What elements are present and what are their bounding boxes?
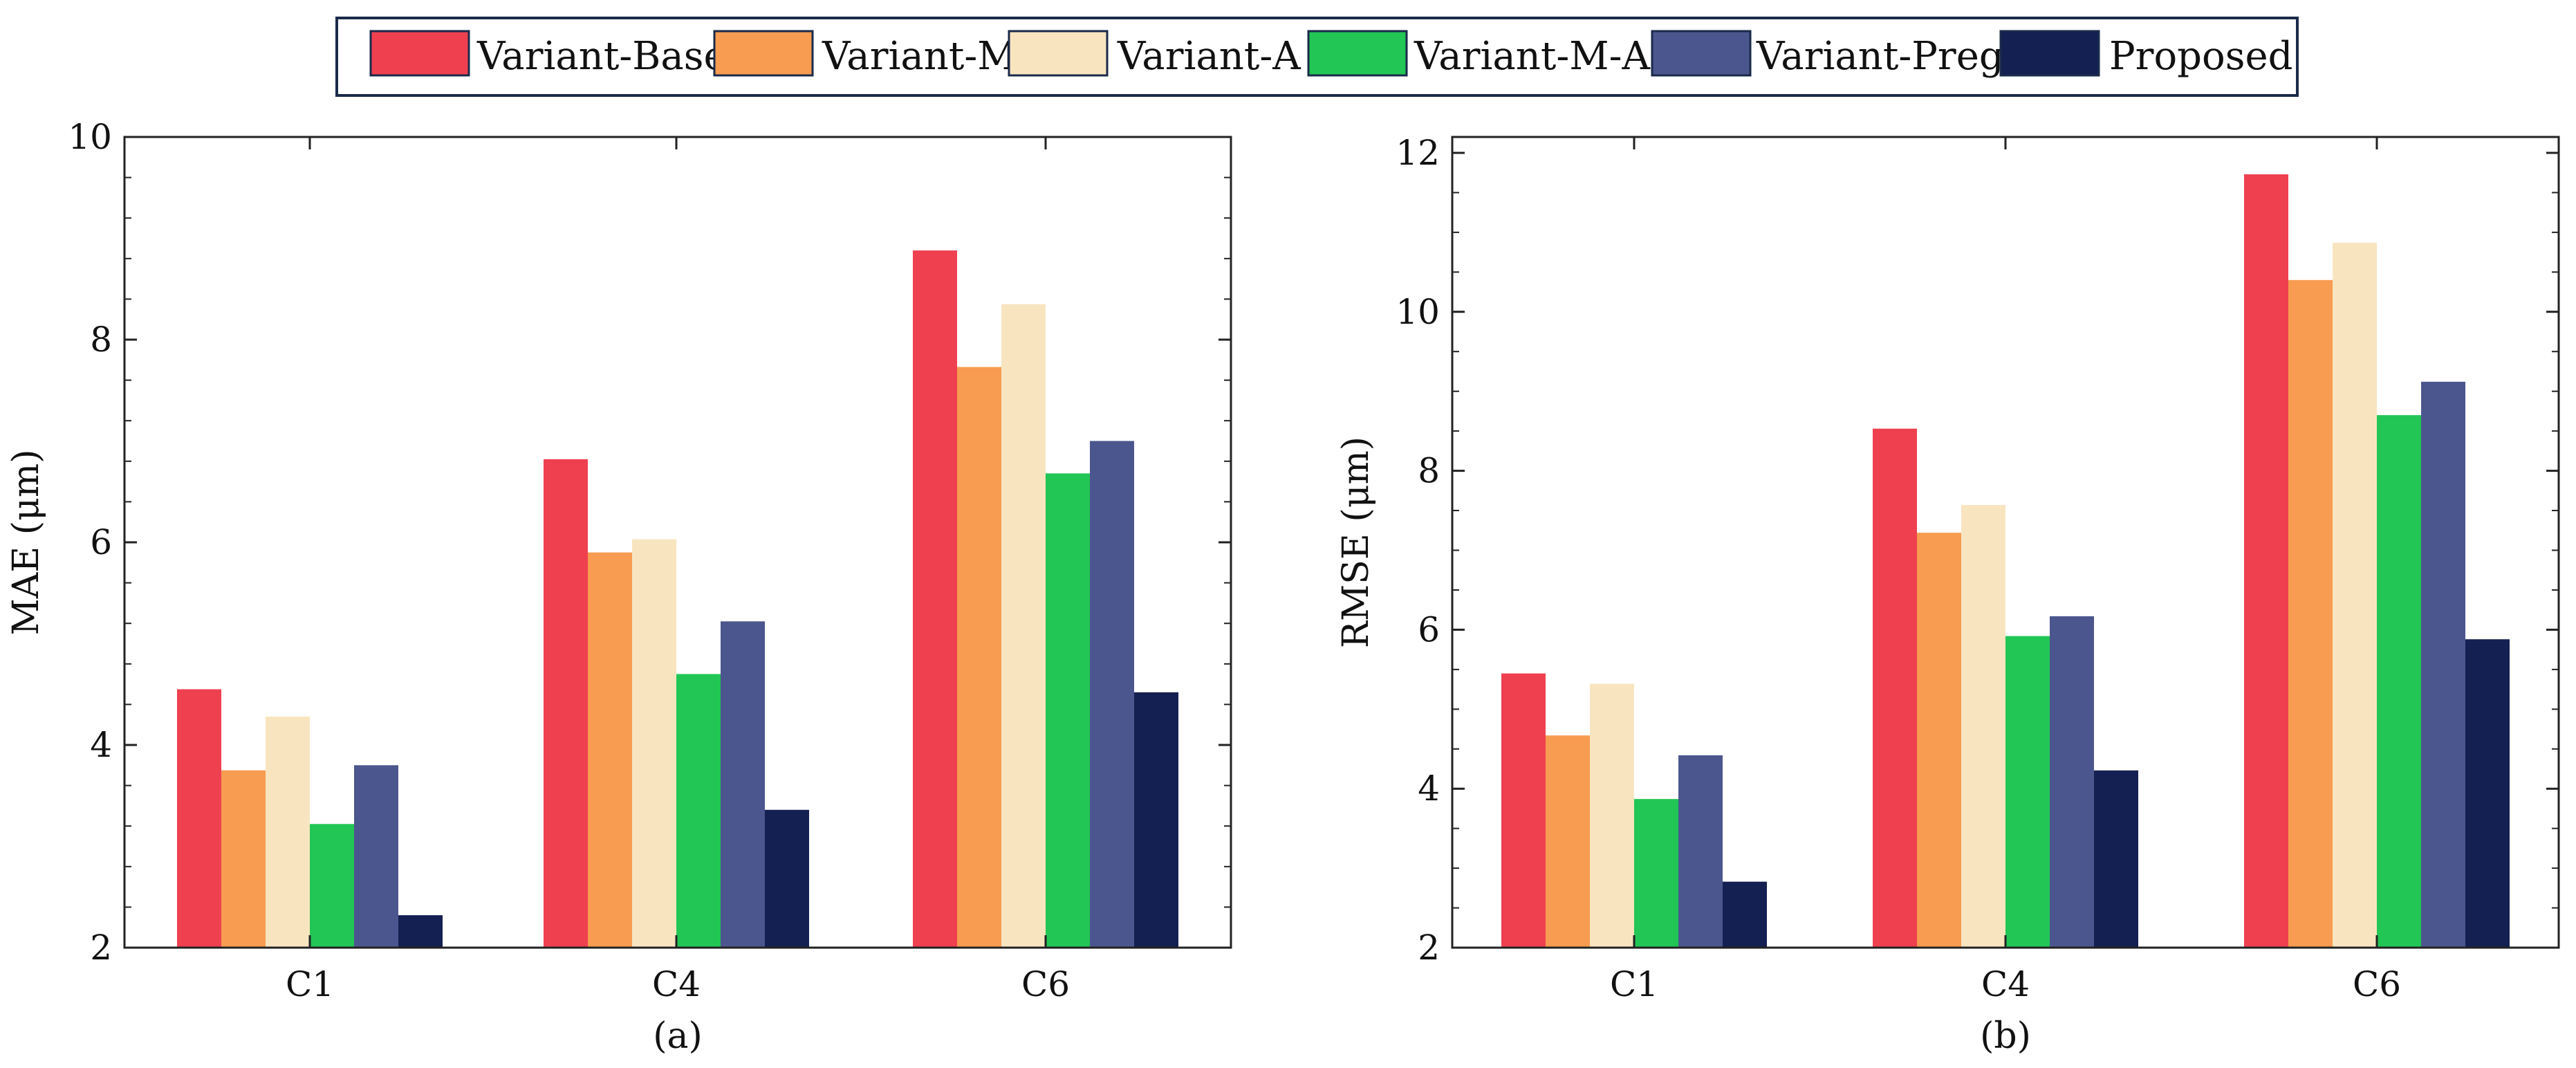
bar-b-c1-variant-m-a (1634, 799, 1678, 948)
bar-b-c4-variant-preg (2050, 616, 2094, 948)
y-axis-label-a: MAE (μm) (6, 450, 47, 636)
bar-a-c6-variant-preg (1090, 441, 1134, 948)
bar-a-c1-variant-m-a (310, 824, 354, 948)
y-tick-label-a: 2 (90, 928, 112, 968)
legend-swatch-variant-m-a (1307, 30, 1408, 77)
x-tick-label-a-c6: C6 (1021, 964, 1070, 1004)
bar-a-c4-variant-preg (721, 621, 765, 948)
bar-b-c1-variant-base (1501, 673, 1546, 948)
bar-a-c1-variant-a (266, 716, 310, 948)
bar-b-c6-proposed (2465, 639, 2510, 948)
x-tick-label-b-c6: C6 (2353, 964, 2401, 1004)
legend-swatch-variant-base (369, 30, 470, 77)
y-tick-label-a: 4 (90, 725, 112, 765)
bar-a-c4-proposed (765, 809, 809, 948)
bar-a-c1-variant-base (177, 689, 221, 948)
legend-swatch-variant-a (1008, 30, 1109, 77)
bar-a-c4-variant-m-a (676, 674, 721, 948)
y-tick-label-b: 10 (1396, 292, 1440, 332)
x-tick-label-a-c1: C1 (286, 964, 334, 1004)
y-tick-label-a: 10 (68, 117, 112, 157)
bar-b-c6-variant-m (2288, 279, 2333, 948)
y-tick-label-b: 2 (1418, 928, 1440, 968)
bar-b-c6-variant-base (2244, 174, 2288, 948)
bar-b-c1-variant-m (1546, 735, 1590, 948)
y-tick-label-a: 6 (90, 522, 112, 562)
legend-swatch-variant-m (713, 30, 814, 77)
bar-b-c6-variant-a (2333, 242, 2377, 948)
bar-a-c1-proposed (398, 915, 443, 948)
legend-swatch-proposed (1999, 30, 2100, 77)
bar-a-c4-variant-m (588, 552, 632, 948)
bar-b-c6-variant-m-a (2377, 415, 2421, 948)
legend-label-variant-base: Variant-Base (476, 34, 727, 79)
bar-a-c1-variant-m (221, 770, 266, 948)
y-axis-label-b: RMSE (μm) (1335, 436, 1377, 648)
bar-a-c6-proposed (1134, 692, 1178, 948)
bar-b-c4-variant-base (1873, 428, 1917, 948)
panel-caption-a: (a) (653, 1015, 703, 1057)
y-tick-label-b: 12 (1396, 133, 1440, 173)
y-tick-label-b: 6 (1418, 609, 1440, 650)
bar-b-c4-variant-m-a (2005, 636, 2050, 948)
bar-a-c1-variant-preg (354, 765, 398, 948)
legend-label-variant-m: Variant-M (822, 34, 1017, 79)
bar-b-c1-variant-a (1590, 683, 1634, 948)
bar-a-c6-variant-m-a (1046, 473, 1090, 948)
bar-b-c4-variant-m (1917, 533, 1961, 948)
legend-label-variant-a: Variant-A (1117, 34, 1301, 79)
bar-a-c6-variant-a (1001, 304, 1046, 948)
chart-panel-b: 2 4 6 8 10 12 C1 C4 C6 RMSE (μm) (b) (1335, 133, 2560, 1057)
x-tick-label-a-c4: C4 (652, 964, 701, 1004)
legend-label-variant-preg: Variant-Preg (1756, 34, 2004, 79)
x-tick-label-b-c4: C4 (1981, 964, 2030, 1004)
legend-swatch-variant-preg (1651, 30, 1752, 77)
chart-panel-a: 2 4 6 8 10 C1 C4 C6 MAE (μm) (a) (6, 117, 1232, 1057)
x-tick-label-b-c1: C1 (1610, 964, 1658, 1004)
bar-b-c1-proposed (1723, 881, 1767, 948)
bar-a-c4-variant-base (544, 459, 588, 948)
legend: Variant-Base Variant-M Variant-A Variant-M-… (335, 17, 2299, 97)
panel-caption-b: (b) (1980, 1015, 2031, 1057)
bar-a-c6-variant-m (957, 367, 1001, 948)
y-tick-label-b: 8 (1418, 451, 1440, 491)
y-tick-label-a: 8 (90, 320, 112, 360)
bar-a-c4-variant-a (632, 539, 676, 948)
bar-b-c4-variant-a (1961, 504, 2005, 948)
bar-a-c6-variant-base (913, 250, 957, 948)
bar-b-c6-variant-preg (2421, 381, 2465, 948)
bar-b-c4-proposed (2094, 770, 2138, 948)
legend-label-proposed: Proposed (2109, 34, 2292, 79)
y-tick-label-b: 4 (1418, 768, 1440, 809)
legend-label-variant-m-a: Variant-M-A (1414, 34, 1651, 79)
bar-b-c1-variant-preg (1678, 755, 1723, 948)
